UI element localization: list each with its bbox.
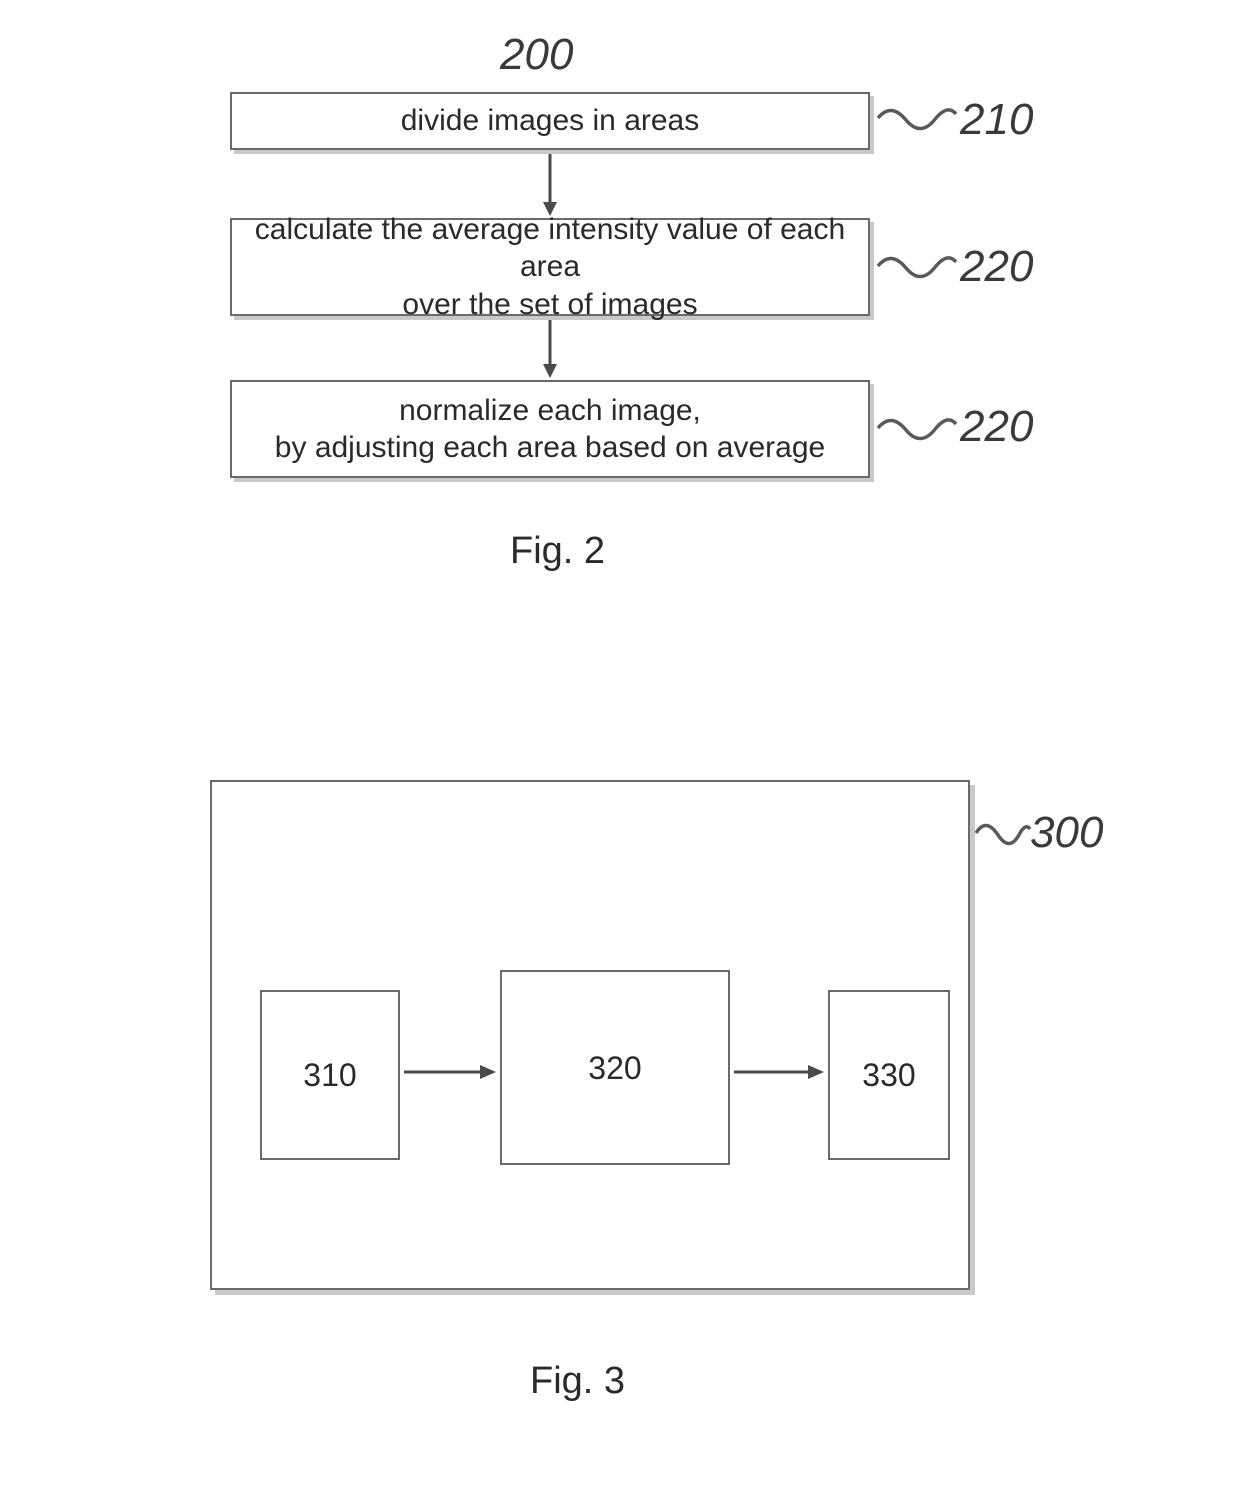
- flowchart-step-220a: calculate the average intensity value of…: [230, 218, 870, 316]
- block-label: 320: [588, 1048, 641, 1088]
- block-320: 320: [500, 970, 730, 1165]
- block-label: 310: [303, 1055, 356, 1095]
- ref-label-300: 300: [1030, 808, 1103, 858]
- arrow-right-icon: [734, 1062, 826, 1082]
- arrow-down-icon: [540, 154, 560, 218]
- ref-label-220a: 220: [960, 242, 1033, 292]
- block-310: 310: [260, 990, 400, 1160]
- diagram-canvas: 200 divide images in areas calculate the…: [0, 0, 1240, 1509]
- ref-label-210: 210: [960, 95, 1033, 145]
- squiggle-connector: [876, 100, 958, 140]
- fig2-title-ref: 200: [500, 30, 573, 80]
- squiggle-connector: [876, 410, 958, 450]
- step-text: calculate the average intensity value of…: [242, 211, 858, 324]
- step-text: normalize each image, by adjusting each …: [275, 392, 825, 467]
- step-text: divide images in areas: [401, 102, 700, 140]
- ref-label-220b: 220: [960, 402, 1033, 452]
- arrow-right-icon: [404, 1062, 498, 1082]
- flowchart-step-220b: normalize each image, by adjusting each …: [230, 380, 870, 478]
- block-330: 330: [828, 990, 950, 1160]
- squiggle-connector: [974, 815, 1032, 855]
- arrow-down-icon: [540, 320, 560, 380]
- fig3-caption: Fig. 3: [530, 1360, 625, 1403]
- fig2-caption: Fig. 2: [510, 530, 605, 573]
- block-label: 330: [862, 1055, 915, 1095]
- squiggle-connector: [876, 248, 958, 288]
- flowchart-step-210: divide images in areas: [230, 92, 870, 150]
